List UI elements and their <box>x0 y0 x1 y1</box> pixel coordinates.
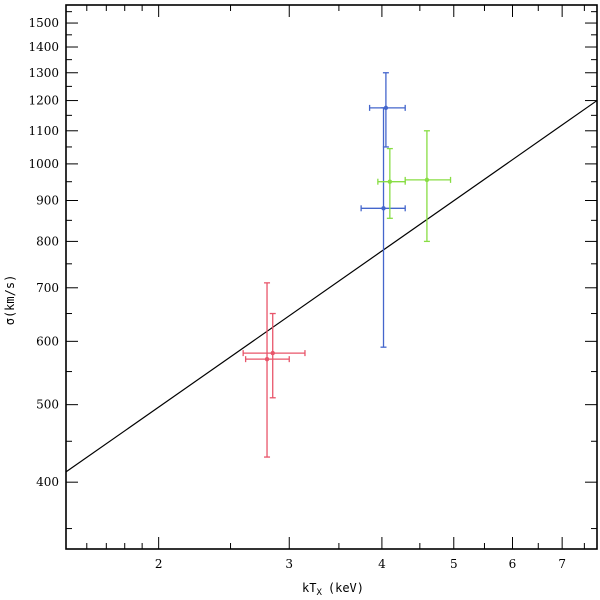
x-axis-title-main: kT <box>302 581 316 595</box>
fit-line <box>65 100 598 473</box>
x-axis-title-subscript: X <box>316 588 322 598</box>
y-tick-label: 1100 <box>28 124 59 138</box>
x-tick-label: 7 <box>558 557 566 571</box>
y-tick-label: 1200 <box>28 94 59 108</box>
data-point <box>368 72 406 148</box>
x-tick-label: 2 <box>155 557 163 571</box>
y-tick-label: 600 <box>36 334 59 348</box>
tick-labels: 2 3 4 5 6 7 400 500 600 700 800 900 1000 1100 1200 1300… <box>28 16 566 571</box>
data-point <box>244 282 290 458</box>
point-marker <box>387 179 393 184</box>
y-tick-label: 400 <box>36 475 59 489</box>
point-marker <box>264 356 270 362</box>
x-axis-title-unit: (keV) <box>328 581 364 595</box>
axis-ticks <box>65 5 597 549</box>
y-tick-label: 1000 <box>28 157 59 171</box>
point-marker <box>381 206 386 211</box>
point-marker <box>270 350 275 356</box>
x-axis-title: kTX (keV) <box>302 581 364 598</box>
data-point <box>377 147 406 219</box>
y-tick-label: 1400 <box>28 40 59 54</box>
y-tick-label: 1500 <box>28 16 59 30</box>
data-point <box>360 107 406 348</box>
y-tick-label: 700 <box>36 281 59 295</box>
data-point <box>404 130 452 243</box>
y-tick-label: 900 <box>36 193 59 207</box>
x-tick-label: 6 <box>509 557 517 571</box>
x-tick-label: 5 <box>450 557 458 571</box>
plot-frame <box>65 4 598 550</box>
plot-area <box>65 72 598 473</box>
x-tick-label: 3 <box>285 557 293 571</box>
y-axis-title: σ(km/s) <box>3 275 17 326</box>
point-marker <box>424 177 430 183</box>
y-tick-label: 500 <box>36 398 59 412</box>
y-tick-label: 1300 <box>28 66 59 80</box>
y-tick-label: 800 <box>36 234 59 248</box>
x-tick-label: 4 <box>378 557 386 571</box>
data-point <box>242 312 306 399</box>
